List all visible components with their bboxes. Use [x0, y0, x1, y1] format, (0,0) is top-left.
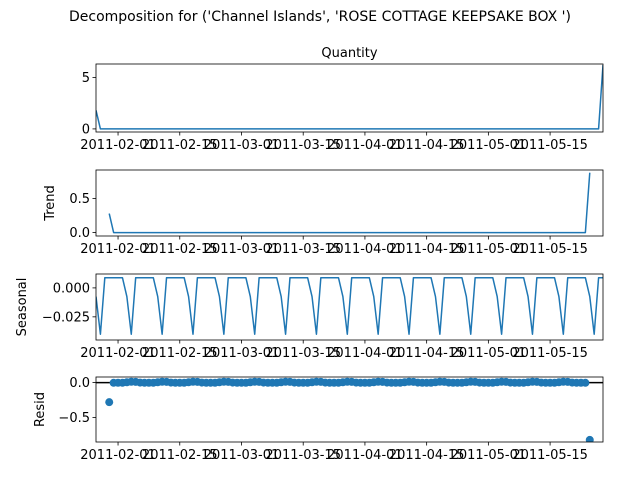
- panel-4: Resid0.0−0.52011-02-012011-02-152011-03-…: [33, 376, 604, 463]
- x-tick-label: 2011-03-01: [204, 242, 280, 257]
- series-line-seasonal: [96, 276, 603, 335]
- x-tick-label: 2011-03-01: [204, 448, 280, 463]
- plot-area: [108, 172, 591, 234]
- x-tick-label: 2011-02-15: [142, 242, 218, 257]
- y-axis-label: Trend: [43, 185, 58, 222]
- y-tick-label: 0.000: [53, 281, 90, 296]
- y-tick-label: 5: [82, 71, 90, 86]
- y-tick-label: 0.0: [69, 226, 90, 241]
- plot-area: [96, 377, 603, 442]
- y-axis-label: Resid: [33, 392, 48, 427]
- x-tick-label: 2011-04-15: [389, 346, 465, 361]
- x-tick-label: 2011-05-01: [451, 448, 527, 463]
- axes-frame: [95, 63, 604, 133]
- plot-area: [96, 276, 603, 335]
- x-tick-label: 2011-03-01: [204, 138, 280, 153]
- x-tick-label: 2011-04-01: [327, 346, 403, 361]
- y-tick-label: 0.5: [69, 192, 90, 207]
- x-tick-label: 2011-03-15: [265, 138, 341, 153]
- x-tick-label: 2011-04-15: [389, 138, 465, 153]
- x-tick-label: 2011-02-15: [142, 138, 218, 153]
- x-tick-label: 2011-02-01: [80, 346, 156, 361]
- resid-point: [581, 378, 590, 387]
- panel-3: Seasonal 0.000−0.0252011-02-012011-02-152…: [15, 273, 604, 361]
- x-tick-label: 2011-03-15: [265, 448, 341, 463]
- axes-frame: [95, 169, 604, 237]
- x-tick-label: 2011-05-01: [451, 346, 527, 361]
- series-line-trend: [108, 172, 591, 234]
- plot-area: [96, 64, 603, 130]
- x-tick-label: 2011-05-01: [451, 242, 527, 257]
- x-tick-label: 2011-04-15: [389, 242, 465, 257]
- axes-frame: [95, 273, 604, 341]
- x-tick-label: 2011-04-15: [389, 448, 465, 463]
- panel-2: Trend 0.0 0.5 2011-02-012011-02-152011-03-0…: [43, 169, 604, 257]
- x-tick-label: 2011-02-15: [142, 346, 218, 361]
- x-tick-label: 2011-02-01: [80, 242, 156, 257]
- x-tick-label: 2011-05-15: [512, 346, 588, 361]
- panel-title: Quantity: [321, 46, 377, 61]
- panel-1: Quantity 0 5 2011-02-012011-02-152011-03-01…: [80, 46, 604, 153]
- resid-point: [585, 435, 594, 442]
- x-tick-label: 2011-04-01: [327, 138, 403, 153]
- x-tick-label: 2011-05-01: [451, 138, 527, 153]
- y-tick-label: 0.0: [69, 376, 90, 391]
- x-tick-label: 2011-02-01: [80, 448, 156, 463]
- x-tick-label: 2011-05-15: [512, 448, 588, 463]
- series-line-quantity: [96, 64, 603, 130]
- x-tick-label: 2011-03-01: [204, 346, 280, 361]
- x-tick-label: 2011-05-15: [512, 242, 588, 257]
- y-tick-label: −0.5: [58, 411, 90, 426]
- y-tick-label: −0.025: [42, 310, 90, 325]
- x-tick-label: 2011-02-01: [80, 138, 156, 153]
- y-axis-label: Seasonal: [15, 278, 30, 337]
- figure-suptitle: Decomposition for ('Channel Islands', 'R…: [69, 9, 571, 25]
- x-tick-label: 2011-02-15: [142, 448, 218, 463]
- x-tick-label: 2011-03-15: [265, 346, 341, 361]
- x-tick-label: 2011-04-01: [327, 448, 403, 463]
- x-tick-label: 2011-03-15: [265, 242, 341, 257]
- axes-frame: [95, 376, 604, 443]
- x-tick-label: 2011-04-01: [327, 242, 403, 257]
- panels-group: Quantity052011-02-012011-02-152011-03-01…: [15, 46, 604, 463]
- y-tick-label: 0: [82, 122, 90, 137]
- resid-point: [105, 398, 114, 407]
- x-tick-label: 2011-05-15: [512, 138, 588, 153]
